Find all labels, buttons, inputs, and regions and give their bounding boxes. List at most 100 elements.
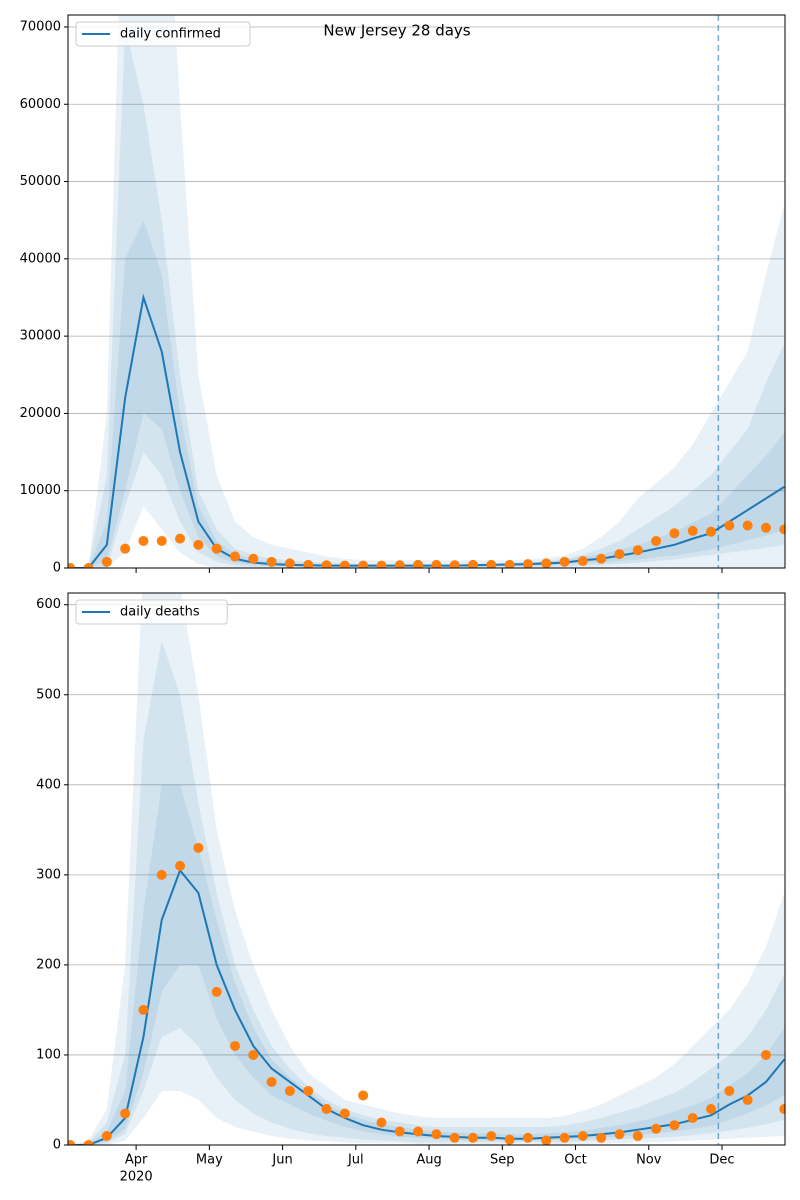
observed-point — [138, 1004, 149, 1015]
observed-point — [120, 543, 131, 554]
observed-point — [687, 1112, 698, 1123]
observed-point — [486, 559, 497, 568]
y-tick-label: 10000 — [20, 483, 61, 498]
observed-point — [742, 520, 753, 531]
observed-point — [358, 1090, 369, 1101]
y-tick-label: 40000 — [20, 251, 61, 266]
observed-point — [632, 1130, 643, 1141]
x-tick-label: Dec — [709, 1153, 734, 1168]
axes-frame — [67, 592, 786, 1146]
observed-point — [339, 560, 350, 568]
confidence-band — [70, 15, 785, 568]
observed-point — [284, 558, 295, 568]
observed-point — [376, 560, 387, 568]
observed-point — [229, 1040, 240, 1051]
y-tick-label: 600 — [36, 597, 61, 612]
y-tick-label: 200 — [36, 957, 61, 972]
plot-area — [68, 593, 785, 1145]
y-tick-label: 0 — [53, 561, 61, 576]
observed-point — [303, 559, 314, 568]
observed-point — [193, 842, 204, 853]
x-tick-label: May — [196, 1153, 223, 1168]
observed-point — [431, 559, 442, 568]
observed-point — [651, 535, 662, 546]
legend-box — [75, 599, 228, 625]
y-tick-label: 20000 — [20, 406, 61, 421]
observed-point — [339, 1108, 350, 1119]
y-tick-label: 50000 — [20, 174, 61, 189]
series-line — [70, 868, 785, 1145]
observed-point — [669, 1120, 680, 1131]
observed-point — [559, 1132, 570, 1143]
observed-point — [724, 1085, 735, 1096]
observed-point — [394, 560, 405, 568]
observed-point — [83, 1140, 94, 1145]
x-tick-label: Jun — [271, 1153, 292, 1168]
x-year-label: 2020 — [120, 1170, 153, 1185]
legend-box — [75, 21, 251, 47]
legend: daily confirmed — [75, 21, 251, 47]
confidence-band — [70, 26, 785, 568]
observed-point — [614, 1129, 625, 1140]
observed-point — [669, 528, 680, 539]
observed-point — [321, 1103, 332, 1114]
chart-title: New Jersey 28 days — [323, 22, 470, 40]
x-tick-label: Sep — [490, 1153, 515, 1168]
observed-point — [266, 556, 277, 567]
observed-point — [541, 558, 552, 568]
observed-point — [83, 563, 94, 568]
observed-point — [504, 559, 515, 568]
x-tick-label: Nov — [636, 1153, 662, 1168]
observed-point — [321, 560, 332, 568]
observed-point — [175, 533, 186, 544]
plot-area — [68, 15, 785, 568]
observed-point — [211, 543, 222, 554]
observed-point — [156, 535, 167, 546]
y-tick-label: 100 — [36, 1047, 61, 1062]
y-tick-label: 30000 — [20, 329, 61, 344]
observed-point — [211, 986, 222, 997]
observed-point — [596, 553, 607, 564]
observed-point — [68, 563, 76, 568]
series-line — [70, 293, 785, 568]
observed-point — [504, 1134, 515, 1145]
observed-point — [449, 560, 460, 568]
y-tick-label: 300 — [36, 867, 61, 882]
observed-point — [522, 559, 533, 568]
x-tick-label: Jul — [347, 1153, 364, 1168]
y-tick-label: 60000 — [20, 97, 61, 112]
observed-point — [101, 1130, 112, 1141]
observed-point — [266, 1076, 277, 1087]
observed-point — [559, 556, 570, 567]
observed-point — [449, 1132, 460, 1143]
observed-point — [632, 545, 643, 556]
x-tick-label: Oct — [564, 1153, 586, 1168]
confidence-band — [70, 593, 785, 1145]
observed-point — [68, 1140, 76, 1145]
observed-point — [101, 556, 112, 567]
observed-point — [468, 559, 479, 568]
observed-point — [614, 549, 625, 560]
axes-frame — [67, 14, 786, 569]
legend-label: daily deaths — [120, 605, 200, 620]
observed-point — [413, 559, 424, 568]
y-tick-label: 500 — [36, 687, 61, 702]
observed-point — [706, 1103, 717, 1114]
observed-point — [742, 1094, 753, 1105]
observed-point — [376, 1117, 387, 1128]
observed-point — [522, 1132, 533, 1143]
observed-point — [486, 1130, 497, 1141]
observed-point — [284, 1085, 295, 1096]
observed-point — [779, 524, 785, 535]
observed-point — [596, 1132, 607, 1143]
observed-point — [577, 1130, 588, 1141]
observed-point — [413, 1126, 424, 1137]
x-tick-label: Apr — [125, 1153, 148, 1168]
observed-point — [120, 1108, 131, 1119]
observed-point — [156, 869, 167, 880]
legend-label: daily confirmed — [120, 27, 221, 42]
observed-point — [431, 1129, 442, 1140]
confidence-band — [70, 640, 785, 1145]
observed-point — [138, 535, 149, 546]
